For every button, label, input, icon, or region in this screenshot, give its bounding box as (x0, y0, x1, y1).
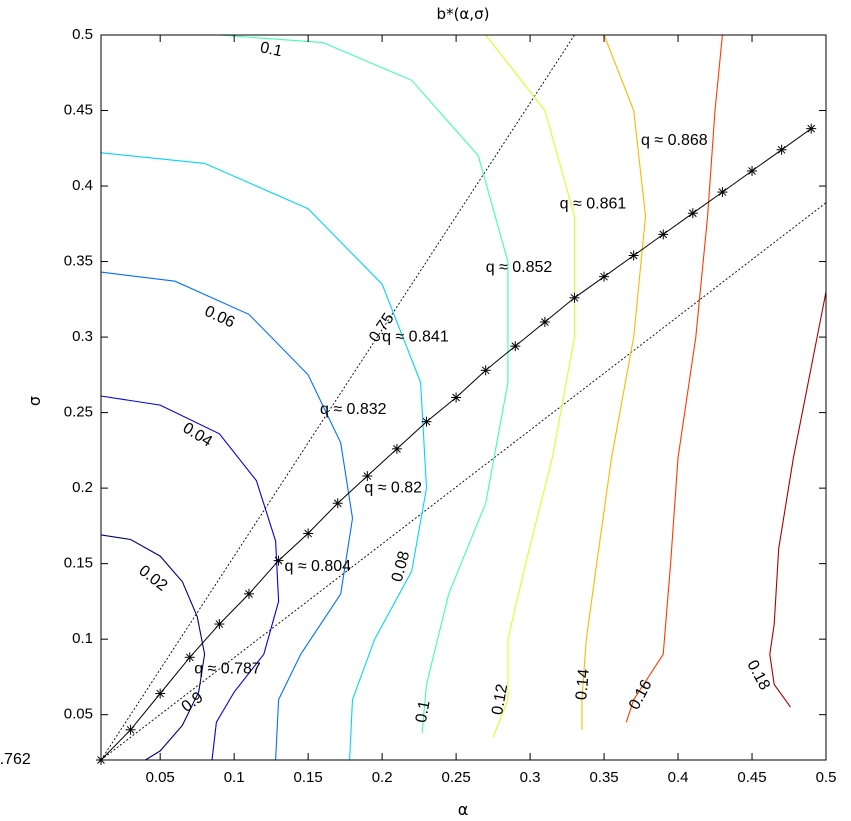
reference-line-2 (101, 202, 826, 760)
y-tick-label: 0.5 (72, 26, 93, 43)
q-annotation: q ≈ 0.868 (641, 132, 708, 149)
x-tick-label: 0.5 (816, 769, 837, 786)
x-tick-label: 0.35 (589, 769, 618, 786)
path-marker (362, 471, 373, 482)
contour-line-0.18 (769, 291, 826, 708)
contour-line-0.1 (219, 35, 509, 733)
contour-label-0.18: 0.18 (743, 658, 773, 694)
x-tick-label: 0.25 (442, 769, 471, 786)
contour-line-0.02 (101, 534, 206, 760)
path-marker (391, 443, 402, 454)
x-tick-label: 0.3 (520, 769, 541, 786)
y-tick-label: 0.25 (64, 404, 93, 421)
q-annotation: q ≈ 0.861 (560, 195, 627, 212)
q-annotation: q ≈ 0.82 (364, 479, 422, 496)
reference-line-1 (101, 35, 575, 760)
path-marker (184, 652, 195, 663)
q-annotation: q ≈ 0.787 (194, 661, 261, 678)
contour-line-0.08 (101, 152, 428, 760)
x-tick-label: 0.05 (146, 769, 175, 786)
q-annotation: q ≈ 0.832 (320, 401, 387, 418)
x-tick-label: 0.45 (737, 769, 766, 786)
contour-line-0.06 (101, 271, 354, 760)
path-marker (243, 588, 254, 599)
q-annotation: q ≈ 0.841 (382, 328, 449, 345)
path-marker (687, 208, 698, 219)
contour-label-0.12: 0.12 (489, 683, 511, 717)
path-marker (806, 123, 817, 134)
axes-frame (100, 34, 827, 761)
q-annotation: q ≈ 0.762 (0, 751, 31, 768)
y-tick-label: 0.15 (64, 555, 93, 572)
x-tick-label: 0.15 (294, 769, 323, 786)
y-tick-label: 0.05 (64, 706, 93, 723)
plot-inner (101, 35, 826, 760)
contour-line-0.14 (581, 35, 647, 730)
y-tick-label: 0.45 (64, 101, 93, 118)
q-annotation: q ≈ 0.804 (284, 558, 351, 575)
y-tick-label: 0.1 (72, 630, 93, 647)
path-marker (332, 498, 343, 509)
contour-label-0.1-2: 0.1 (259, 39, 284, 60)
contour-label-0.16: 0.16 (626, 677, 656, 713)
y-axis-label: σ (25, 396, 44, 406)
x-axis-label: α (458, 800, 469, 819)
contour-line-0.12 (485, 35, 576, 738)
contour-label-0.02: 0.02 (135, 562, 170, 595)
x-tick-label: 0.1 (224, 769, 245, 786)
y-tick-label: 0.35 (64, 253, 93, 270)
path-marker (717, 187, 728, 198)
path-marker (303, 528, 314, 539)
y-tick-label: 0.3 (72, 328, 93, 345)
contour-label-0.14: 0.14 (573, 668, 593, 701)
contour-line-0.16 (625, 35, 723, 723)
path-marker (451, 392, 462, 403)
path-marker (776, 144, 787, 155)
path-marker (628, 250, 639, 261)
contour-label-0.08: 0.08 (389, 549, 414, 584)
path-marker (658, 229, 669, 240)
path-marker (539, 316, 550, 327)
path-marker (480, 365, 491, 376)
path-marker (421, 416, 432, 427)
path-marker (214, 619, 225, 630)
contour-line-0.04 (101, 395, 280, 760)
path-marker (569, 292, 580, 303)
path-marker (273, 555, 284, 566)
path-marker (599, 271, 610, 282)
reference-label-0.9: 0.9 (179, 689, 207, 716)
x-tick-label: 0.4 (668, 769, 689, 786)
x-tick-label: 0.2 (372, 769, 393, 786)
path-marker (747, 165, 758, 176)
contour-label-0.04: 0.04 (180, 420, 216, 451)
path-marker (510, 341, 521, 352)
path-marker (125, 724, 136, 735)
q-annotation: q ≈ 0.852 (486, 259, 553, 276)
path-marker (155, 688, 166, 699)
y-tick-label: 0.4 (72, 177, 93, 194)
contour-label-0.1: 0.1 (413, 699, 434, 724)
y-tick-label: 0.2 (72, 479, 93, 496)
plot-area: 0.020.040.060.080.10.10.12 0.14 0.160.180.… (0, 26, 836, 786)
chart-title: b*(α,σ) (437, 5, 490, 23)
